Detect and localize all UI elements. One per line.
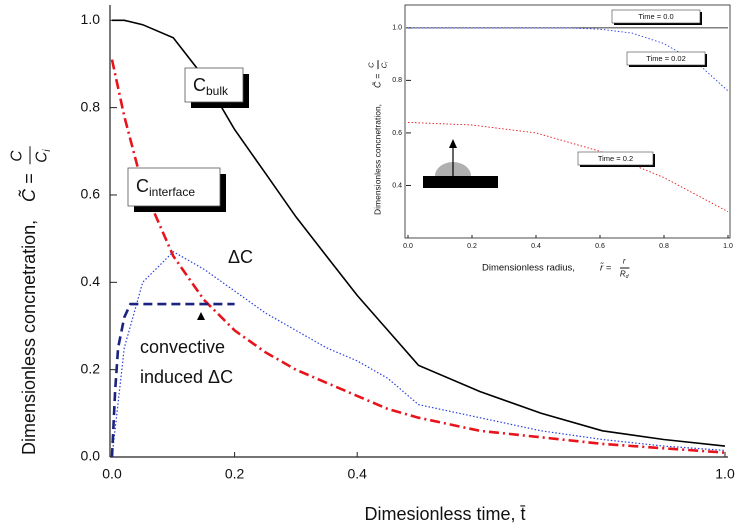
formula-numerator: C xyxy=(8,150,25,162)
y-axis-label: Dimensionless concnetration, xyxy=(19,220,39,455)
legend-label: Time = 0.0 xyxy=(638,12,673,21)
formula-lhs: C̃ = xyxy=(371,74,382,88)
y-tick-label: 0.6 xyxy=(81,186,101,202)
inset-chart: 0.4 0.6 0.8 1.0 0.0 0.2 0.4 0.6 0.8 1.0 Dimensionl… xyxy=(367,4,733,280)
x-tick-label: 0.8 xyxy=(659,243,669,250)
x-tick-label: 0.4 xyxy=(531,243,541,250)
denominator-sub: d xyxy=(626,274,630,280)
denominator-sub: i xyxy=(384,61,390,63)
x-tick-label: 0.2 xyxy=(467,243,477,250)
annotation-box xyxy=(184,67,244,103)
formula-denominator: Ci xyxy=(34,149,53,163)
y-axis-label-group: Dimensionless concnetration,C̃ =C Ci xyxy=(8,146,53,455)
x-tick-label: 0.0 xyxy=(102,466,122,482)
annotation-text: C xyxy=(136,176,149,196)
annotation-sub: bulk xyxy=(206,84,229,98)
series-line xyxy=(110,302,235,458)
annotation: convective xyxy=(140,337,225,357)
formula-denominator: Ci xyxy=(379,61,390,69)
denominator-text: R xyxy=(620,270,626,279)
x-tick-label: 0.2 xyxy=(225,466,245,482)
formula-numerator: r xyxy=(623,256,626,265)
droplet-icon xyxy=(423,139,498,188)
plot-frame xyxy=(404,4,731,239)
y-axis-label-group: Dimensionless concnetration, C̃ = C Ci xyxy=(367,60,390,215)
series-line xyxy=(408,27,729,92)
denominator-text: C xyxy=(34,151,51,163)
formula-lhs: C̃ = xyxy=(18,173,39,202)
y-tick-label: 0.6 xyxy=(392,130,402,137)
denominator-sub: i xyxy=(42,149,53,152)
series-line xyxy=(407,121,729,213)
annotation-sub: interface xyxy=(149,185,195,199)
annotation: Cbulk xyxy=(193,75,229,98)
x-axis-label-group: Dimensionless radius, r̃ =rRd xyxy=(482,256,630,280)
legend-box xyxy=(626,51,706,66)
annotation: Cinterface xyxy=(136,176,195,199)
legend-label: Time = 0.02 xyxy=(646,54,686,63)
legend-box xyxy=(611,9,701,24)
y-tick-label: 0.4 xyxy=(392,182,402,189)
denominator-text: C xyxy=(379,62,388,68)
x-axis-label: Dimesionless time, t̄ xyxy=(364,504,525,524)
y-tick-label: 0.4 xyxy=(81,273,101,289)
y-tick-label: 0.0 xyxy=(81,448,101,464)
y-axis-label: Dimensionless concnetration, xyxy=(372,104,382,215)
formula-numerator: C xyxy=(367,62,376,68)
main-chart: 0.0 0.2 0.4 0.6 0.8 1.0 0.0 0.2 0.4 1.0 Dimesionle… xyxy=(8,5,735,524)
y-tick-label: 0.8 xyxy=(392,77,402,84)
legend-box xyxy=(577,151,654,166)
annotation-box xyxy=(127,167,221,207)
x-tick-label: 1.0 xyxy=(723,243,733,250)
annotation-text: C xyxy=(193,75,206,95)
x-tick-label: 0.0 xyxy=(403,243,413,250)
formula-lhs: r̃ = xyxy=(600,261,612,273)
annotation-arrow xyxy=(197,312,205,320)
series-line xyxy=(111,250,726,458)
y-tick-label: 1.0 xyxy=(392,25,402,32)
y-tick-label: 0.2 xyxy=(81,360,101,376)
series-line xyxy=(110,59,726,454)
x-tick-label: 0.6 xyxy=(595,243,605,250)
annotation: induced ΔC xyxy=(140,367,233,387)
annotation: ΔC xyxy=(228,247,253,267)
x-tick-label: 0.4 xyxy=(347,466,367,482)
y-tick-label: 0.8 xyxy=(81,98,101,114)
formula-denominator: Rd xyxy=(620,270,630,281)
y-tick-label: 1.0 xyxy=(81,11,101,27)
x-axis-label: Dimensionless radius, xyxy=(482,263,575,274)
legend-label: Time = 0.2 xyxy=(598,154,633,163)
x-tick-label: 1.0 xyxy=(715,466,735,482)
series-line xyxy=(112,19,726,447)
